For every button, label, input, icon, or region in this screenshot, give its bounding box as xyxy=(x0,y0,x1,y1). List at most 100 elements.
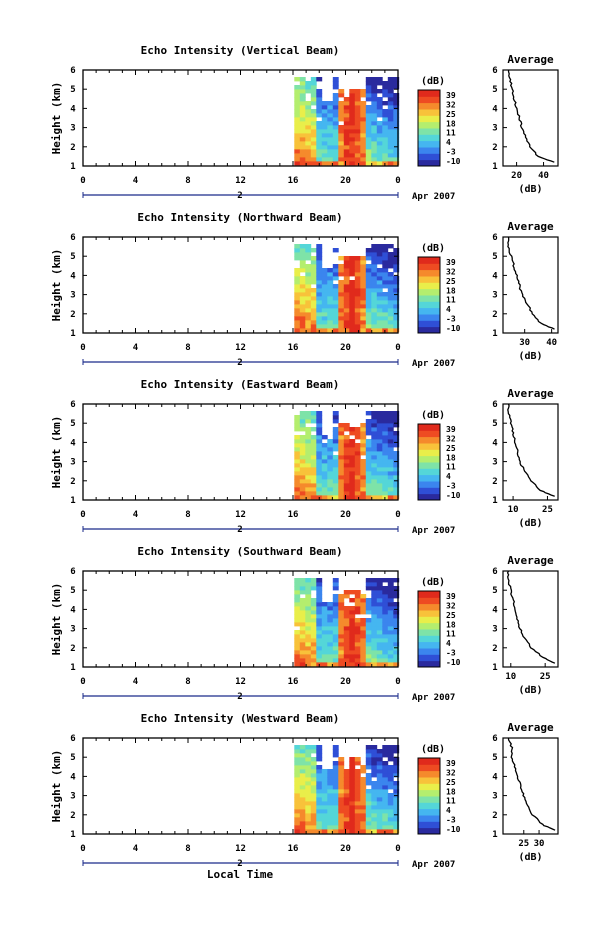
heatmap-cell xyxy=(382,483,389,488)
heatmap-cell xyxy=(316,89,323,94)
heatmap-cell xyxy=(371,590,378,595)
heatmap-cell xyxy=(365,97,372,102)
heatmap-cell xyxy=(365,300,372,305)
heatmap-cell xyxy=(321,662,328,667)
heatmap-cell xyxy=(349,117,356,122)
heatmap-cell xyxy=(310,137,317,142)
heatmap-cell xyxy=(360,105,367,110)
heatmap-cell xyxy=(299,439,306,444)
y-tick-label: 2 xyxy=(70,477,75,487)
heatmap-cell xyxy=(371,658,378,663)
heatmap-cell xyxy=(382,590,389,595)
heatmap-cell xyxy=(316,133,323,138)
heatmap-cell xyxy=(349,761,356,766)
heatmap-cell xyxy=(299,296,306,301)
heatmap-cell xyxy=(343,423,350,428)
heatmap-cell xyxy=(371,439,378,444)
heatmap-cell xyxy=(299,749,306,754)
heatmap-cell xyxy=(316,781,323,786)
heatmap-cell xyxy=(305,789,312,794)
colorbar-band xyxy=(418,821,440,829)
heatmap-cell xyxy=(360,149,367,154)
heatmap-cell xyxy=(316,805,323,810)
heatmap-cell xyxy=(338,614,345,619)
heatmap-cell xyxy=(343,451,350,456)
heatmap-cell xyxy=(332,308,339,313)
heatmap-cell xyxy=(332,658,339,663)
heatmap-cell xyxy=(360,821,367,826)
y-tick-label: 1 xyxy=(70,830,75,840)
heatmap-cell xyxy=(294,125,301,130)
heatmap-cell xyxy=(338,312,345,317)
heatmap-cell xyxy=(310,813,317,818)
heatmap-cell xyxy=(387,141,394,146)
heatmap-cell xyxy=(305,419,312,424)
heatmap-cell xyxy=(310,769,317,774)
heatmap-cell xyxy=(365,467,372,472)
heatmap-cell xyxy=(349,491,356,496)
heatmap-cell xyxy=(294,491,301,496)
heatmap-cell xyxy=(387,93,394,98)
colorbar-tick-label: -10 xyxy=(446,157,461,166)
heatmap-cell xyxy=(310,654,317,659)
heatmap-cell xyxy=(382,797,389,802)
heatmap-cell xyxy=(305,312,312,317)
y-tick-label: 4 xyxy=(70,271,76,281)
heatmap-cell xyxy=(354,97,361,102)
heatmap-cell xyxy=(387,590,394,595)
heatmap-cell xyxy=(321,789,328,794)
heatmap-cell xyxy=(354,455,361,460)
x-tick-label: 16 xyxy=(288,677,299,687)
colorbar-tick-label: 11 xyxy=(446,296,456,305)
heatmap-cell xyxy=(299,415,306,420)
heatmap-cell xyxy=(382,129,389,134)
y-tick-label: 4 xyxy=(70,438,76,448)
heatmap-cell xyxy=(327,658,334,663)
colorbar-band xyxy=(418,109,440,116)
heatmap-cell xyxy=(349,141,356,146)
heatmap-cell xyxy=(338,797,345,802)
heatmap-cell xyxy=(305,320,312,325)
heatmap-cell xyxy=(393,85,400,90)
heatmap-cell xyxy=(349,105,356,110)
heatmap-cell xyxy=(343,427,350,432)
heatmap-cell xyxy=(365,324,372,329)
heatmap-cell xyxy=(332,594,339,599)
heatmap-cell xyxy=(393,320,400,325)
colorbar-band xyxy=(418,789,440,797)
heatmap-cell xyxy=(321,272,328,277)
heatmap-cell xyxy=(387,137,394,142)
heatmap-cell xyxy=(343,125,350,130)
heatmap-cell xyxy=(310,288,317,293)
heatmap-cell xyxy=(299,646,306,651)
heatmap-cell xyxy=(343,129,350,134)
heatmap-cell xyxy=(305,324,312,329)
heatmap-cell xyxy=(343,157,350,162)
heatmap-cell xyxy=(382,93,389,98)
colorbar-tick-label: 39 xyxy=(446,425,456,434)
heatmap-cell xyxy=(393,443,400,448)
heatmap-cell xyxy=(299,821,306,826)
heatmap-cell xyxy=(376,89,383,94)
heatmap-cell xyxy=(332,153,339,158)
average-frame xyxy=(502,403,559,501)
heatmap-cell xyxy=(360,817,367,822)
heatmap-cell xyxy=(354,650,361,655)
heatmap-cell xyxy=(365,495,372,500)
heatmap-cell xyxy=(382,427,389,432)
heatmap-cell xyxy=(393,300,400,305)
heatmap-cell xyxy=(349,284,356,289)
heatmap-cell xyxy=(294,638,301,643)
heatmap-cell xyxy=(376,328,383,333)
heatmap-cell xyxy=(371,256,378,261)
heatmap-cell xyxy=(338,288,345,293)
heatmap-cell xyxy=(354,304,361,309)
heatmap-cell xyxy=(332,81,339,86)
x-tick-label: 4 xyxy=(133,677,139,687)
heatmap-cell xyxy=(371,650,378,655)
heatmap-cell xyxy=(387,161,394,166)
heatmap-cell xyxy=(360,662,367,667)
heatmap-cell xyxy=(316,606,323,611)
heatmap-cell xyxy=(299,825,306,830)
